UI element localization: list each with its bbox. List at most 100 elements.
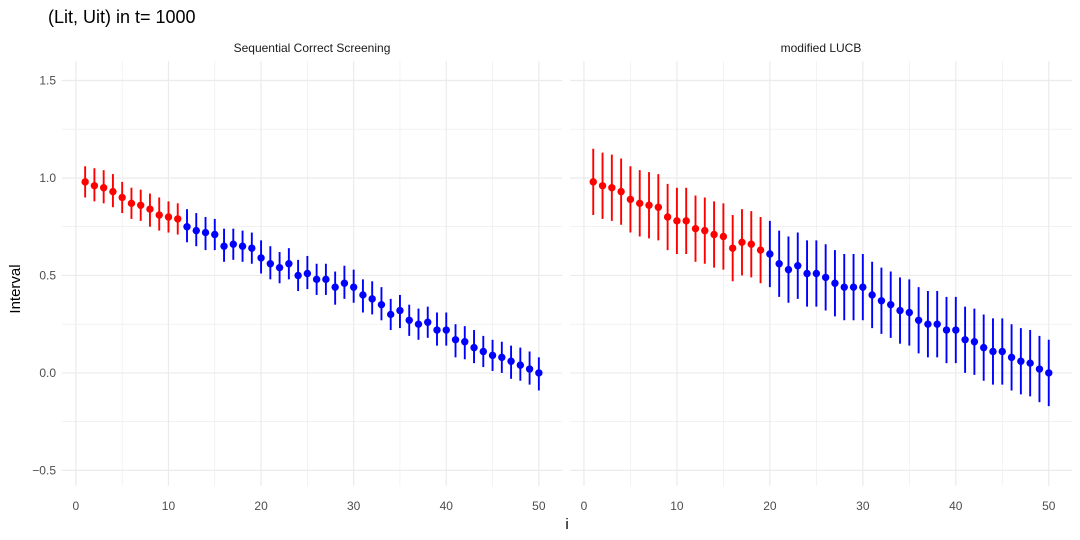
estimate-point — [127, 199, 136, 208]
estimate-point — [238, 242, 247, 250]
estimate-point — [285, 260, 293, 268]
estimate-point — [598, 182, 607, 190]
estimate-point — [183, 223, 191, 231]
panel-strip-label: modified LUCB — [781, 41, 862, 55]
estimate-point — [164, 213, 173, 221]
estimate-point — [701, 226, 709, 235]
estimate-point — [498, 353, 506, 362]
estimate-point — [201, 228, 210, 237]
estimate-point — [90, 182, 99, 190]
estimate-point — [747, 240, 755, 248]
estimate-point — [775, 260, 783, 268]
x-tick-label: 50 — [1042, 499, 1056, 513]
estimate-point — [831, 279, 839, 287]
panel-2: modified LUCB 0 10 20 30 40 50 — [570, 41, 1072, 513]
estimate-point — [387, 310, 395, 319]
estimate-point — [220, 242, 228, 250]
estimate-point — [303, 269, 312, 278]
estimate-point — [192, 226, 200, 235]
estimate-point — [442, 326, 450, 334]
estimate-point — [961, 336, 969, 344]
estimate-point — [1045, 369, 1053, 377]
estimate-point — [312, 275, 321, 284]
panel-grid — [570, 61, 1072, 486]
estimate-point — [654, 203, 663, 211]
estimate-point — [756, 246, 765, 254]
x-tick-label: 20 — [254, 499, 268, 513]
estimate-point — [396, 306, 404, 315]
estimate-point — [663, 213, 672, 221]
estimate-point — [359, 291, 367, 299]
estimate-point — [794, 262, 802, 270]
estimate-point — [479, 347, 487, 356]
estimate-point — [887, 300, 895, 309]
estimate-point — [877, 297, 886, 305]
y-tick-label: 1.0 — [39, 171, 56, 185]
estimate-point — [275, 263, 284, 272]
estimate-point — [933, 320, 941, 328]
estimate-point — [424, 318, 432, 326]
panel-grid — [62, 61, 562, 486]
estimate-point — [349, 283, 358, 291]
x-tick-label: 20 — [763, 499, 777, 513]
estimate-point — [174, 215, 182, 223]
estimate-point — [979, 343, 988, 352]
estimate-point — [617, 187, 625, 196]
panels-group: Sequential Correct Screening 0 10 20 30 40 50 −… — [32, 41, 1072, 513]
panel-1: Sequential Correct Screening 0 10 20 30 40 50 −… — [32, 41, 562, 513]
estimate-point — [516, 361, 525, 369]
estimate-point — [682, 217, 690, 225]
estimate-point — [728, 244, 737, 252]
estimate-point — [1026, 359, 1034, 367]
x-tick-label: 30 — [856, 499, 870, 513]
estimate-point — [924, 320, 932, 328]
estimate-point — [146, 205, 154, 213]
estimate-point — [461, 338, 469, 346]
y-tick-label: −0.5 — [32, 463, 56, 477]
x-tick-label: 40 — [949, 499, 963, 513]
estimate-point — [896, 306, 904, 315]
estimate-point — [998, 347, 1006, 356]
estimate-point — [433, 326, 441, 334]
estimate-point — [414, 320, 423, 328]
estimate-point — [840, 283, 848, 291]
estimate-point — [340, 279, 349, 287]
estimate-point — [608, 184, 616, 192]
estimate-point — [589, 178, 597, 186]
estimate-point — [803, 269, 811, 278]
estimate-point — [1017, 357, 1025, 365]
estimate-point — [155, 211, 163, 219]
estimate-point — [525, 365, 534, 373]
estimate-point — [507, 357, 515, 365]
estimate-point — [99, 184, 108, 192]
x-axis-title: i — [565, 516, 568, 533]
estimate-point — [377, 300, 386, 309]
estimate-point — [257, 254, 265, 262]
estimate-point — [645, 201, 653, 209]
estimate-point — [294, 271, 302, 280]
estimate-point — [488, 351, 497, 360]
x-tick-label: 40 — [440, 499, 454, 513]
panel-marks — [81, 166, 543, 391]
panel-strip-label: Sequential Correct Screening — [234, 41, 391, 55]
estimate-point — [405, 316, 413, 324]
x-tick-label: 50 — [532, 499, 546, 513]
estimate-point — [137, 201, 145, 209]
estimate-point — [849, 283, 858, 291]
estimate-point — [81, 178, 89, 186]
estimate-point — [470, 343, 478, 352]
panel-marks — [589, 148, 1053, 407]
estimate-point — [322, 275, 330, 284]
x-tick-label: 0 — [581, 499, 588, 513]
estimate-point — [784, 265, 793, 274]
x-tick-label: 10 — [670, 499, 684, 513]
x-tick-label: 10 — [162, 499, 176, 513]
estimate-point — [812, 269, 821, 278]
y-axis-title: Interval — [7, 264, 24, 313]
estimate-point — [266, 260, 275, 268]
chart-title: (Lit, Uit) in t= 1000 — [48, 7, 196, 27]
y-tick-label: 1.5 — [39, 73, 56, 87]
x-tick-label: 0 — [73, 499, 80, 513]
estimate-point — [248, 244, 256, 252]
estimate-point — [118, 193, 126, 202]
